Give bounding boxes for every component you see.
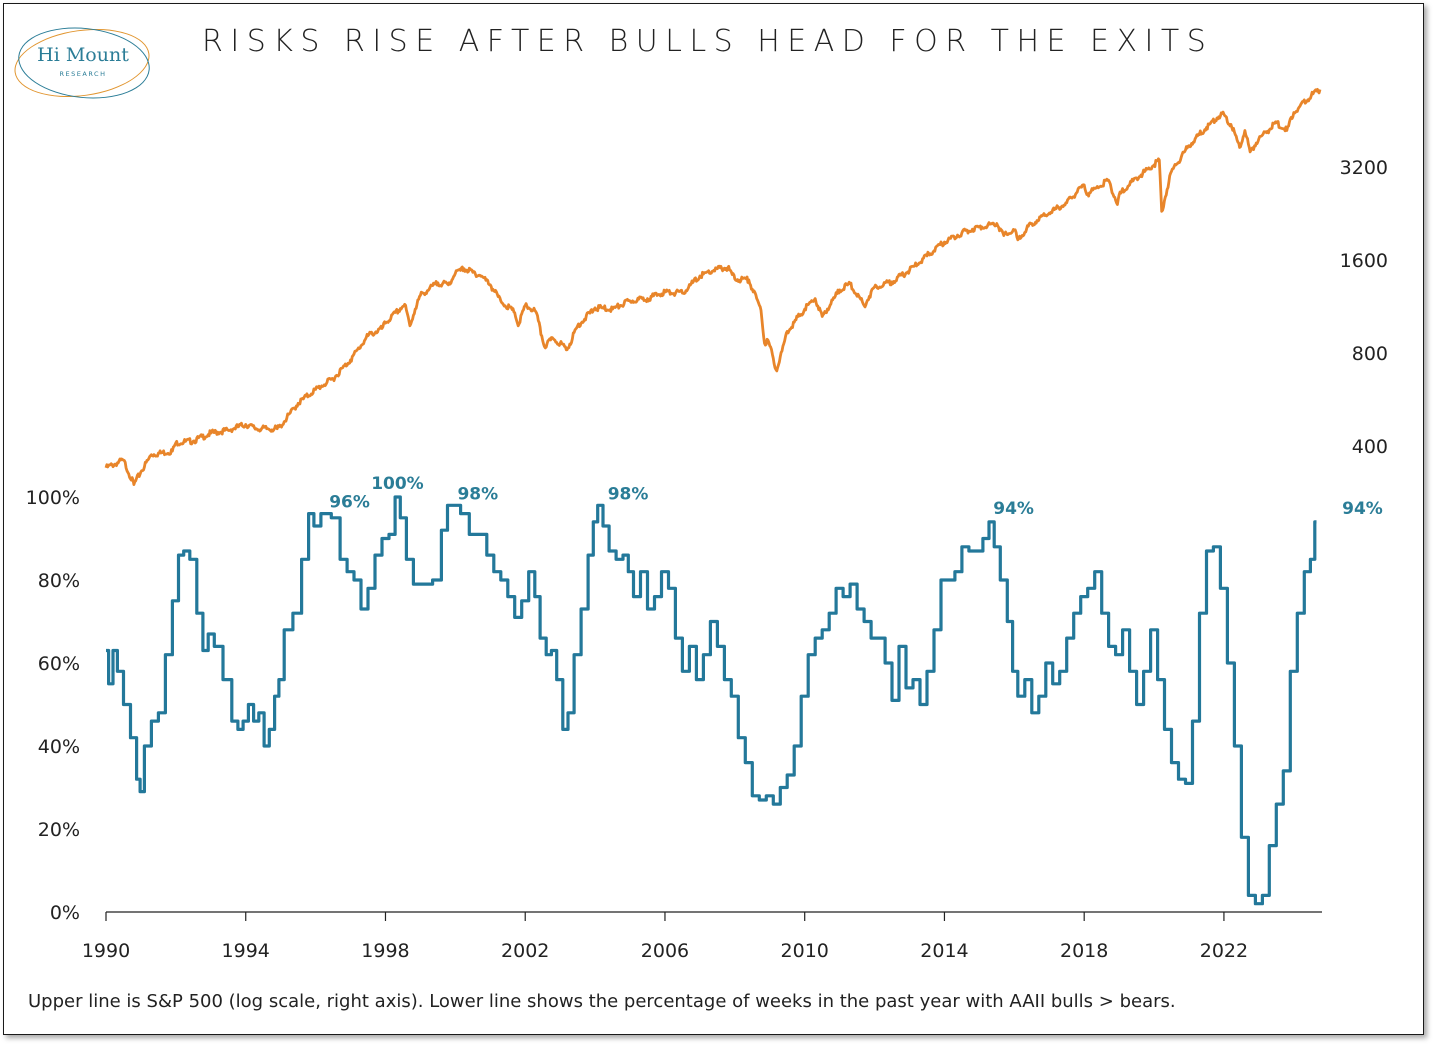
peak-label: 98%	[608, 484, 649, 504]
right-axis-tick-label: 800	[1352, 343, 1388, 365]
right-axis-tick-label: 400	[1352, 436, 1388, 458]
left-axis-tick-label: 40%	[38, 736, 80, 758]
left-axis-tick-label: 20%	[38, 819, 80, 841]
x-tick-label: 2002	[501, 940, 549, 962]
left-axis-tick-label: 100%	[26, 487, 80, 509]
company-logo: Hi Mount RESEARCH	[10, 20, 154, 106]
x-tick-label: 1994	[222, 940, 270, 962]
spx-line	[104, 88, 1322, 486]
x-tick-label: 1998	[361, 940, 409, 962]
left-axis-tick-label: 80%	[38, 570, 80, 592]
logo-name: Hi Mount	[37, 44, 129, 66]
right-axis-tick-label: 3200	[1340, 157, 1388, 179]
peak-label: 100%	[371, 474, 424, 494]
peak-label: 94%	[1342, 499, 1383, 519]
chart-footnote: Upper line is S&P 500 (log scale, right …	[28, 991, 1176, 1012]
left-axis-tick-label: 60%	[38, 653, 80, 675]
chart-frame: Hi Mount RESEARCH RISKS RISE AFTER BULLS…	[3, 3, 1424, 1035]
x-tick-label: 2014	[920, 940, 968, 962]
peak-label: 98%	[457, 484, 498, 504]
x-tick-label: 2018	[1060, 940, 1108, 962]
x-tick-label: 2010	[781, 940, 829, 962]
logo-subtitle: RESEARCH	[59, 70, 107, 78]
peak-label: 94%	[993, 499, 1034, 519]
bulls-pct-line	[106, 495, 1317, 906]
peak-label: 96%	[329, 493, 370, 513]
chart-title: RISKS RISE AFTER BULLS HEAD FOR THE EXIT…	[202, 24, 1214, 59]
right-axis-tick-label: 1600	[1340, 250, 1388, 272]
x-tick-label: 2006	[641, 940, 689, 962]
left-axis-tick-label: 0%	[50, 902, 80, 924]
x-tick-label: 2022	[1200, 940, 1248, 962]
x-tick-label: 1990	[82, 940, 130, 962]
